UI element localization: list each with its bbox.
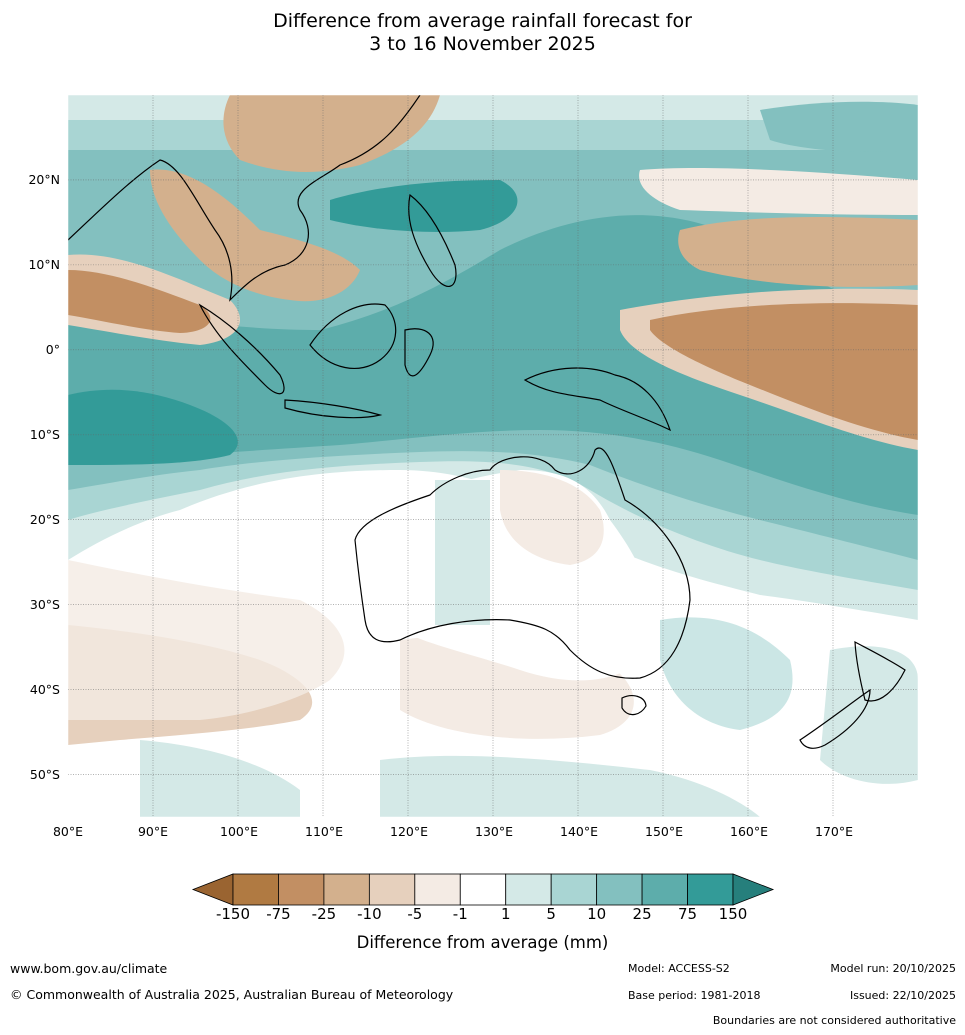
colorbar-tick-label: -25 bbox=[311, 905, 337, 923]
latitude-label: 0° bbox=[45, 341, 60, 357]
map-frame bbox=[67, 94, 919, 818]
pacific-dry-mid bbox=[650, 303, 918, 440]
tropical-teal-dark-1 bbox=[68, 389, 238, 465]
coastlines bbox=[68, 95, 906, 749]
longitude-label: 110°E bbox=[305, 824, 344, 839]
latitude-label: 20°N bbox=[28, 171, 60, 187]
colorbar-segment bbox=[687, 873, 734, 906]
latitude-label: 20°S bbox=[29, 511, 60, 527]
australia-coastline bbox=[354, 447, 691, 679]
sulawesi-coastline bbox=[404, 328, 434, 377]
australia-tan-east bbox=[500, 470, 604, 565]
colorbar-tick-label: 25 bbox=[632, 905, 652, 923]
se-asia-dry-mid bbox=[68, 270, 211, 333]
title-line-1: Difference from average rainfall forecas… bbox=[273, 10, 692, 32]
colorbar-tick-label: 5 bbox=[546, 905, 556, 923]
colorbar-label: Difference from average (mm) bbox=[356, 933, 609, 952]
colorbar-segment bbox=[596, 873, 643, 906]
philippines-coastline bbox=[408, 193, 457, 288]
colorbar-tick-label: -1 bbox=[452, 905, 468, 923]
website-link[interactable]: www.bom.gov.au/climate bbox=[10, 961, 168, 976]
model-run: Model run: 20/10/2025 bbox=[830, 962, 956, 975]
tropical-teal-dark-2 bbox=[330, 180, 518, 232]
china-dry bbox=[223, 95, 440, 172]
latitude-label: 10°N bbox=[28, 256, 60, 272]
colorbar-tick-label: -75 bbox=[266, 905, 291, 923]
colorbar-segment bbox=[414, 873, 461, 906]
colorbar-segment bbox=[278, 873, 325, 906]
base-period: Base period: 1981-2018 bbox=[628, 989, 761, 1002]
colorbar-tick-label: -150 bbox=[215, 905, 251, 923]
colorbar-tick-label: -5 bbox=[407, 905, 423, 923]
longitude-label: 130°E bbox=[475, 824, 514, 839]
sumatra-coastline bbox=[198, 303, 285, 395]
latitude-label: 10°S bbox=[29, 426, 60, 442]
australia-teal-strip bbox=[435, 480, 490, 625]
colorbar-segment bbox=[505, 873, 552, 906]
new-guinea-coastline bbox=[523, 367, 672, 432]
longitude-label: 170°E bbox=[815, 824, 854, 839]
colorbar-tick-label: 1 bbox=[500, 905, 511, 923]
latitude-label: 40°S bbox=[29, 681, 60, 697]
longitude-label: 90°E bbox=[137, 824, 169, 839]
south-teal-patch-1 bbox=[140, 740, 300, 817]
rainfall-map bbox=[67, 94, 919, 818]
colorbar-segment bbox=[550, 873, 598, 906]
colorbar-segment bbox=[368, 873, 416, 906]
colorbar-segment bbox=[323, 873, 370, 906]
longitude-label: 80°E bbox=[52, 824, 84, 839]
longitude-label: 150°E bbox=[645, 824, 684, 839]
boundaries-disclaimer: Boundaries are not considered authoritat… bbox=[712, 1014, 956, 1027]
pacific-north-dry bbox=[678, 217, 918, 287]
longitude-label: 160°E bbox=[730, 824, 769, 839]
map-title: Difference from average rainfall forecas… bbox=[0, 10, 965, 56]
colorbar-segment bbox=[232, 873, 279, 906]
title-line-2: 3 to 16 November 2025 bbox=[369, 33, 596, 55]
south-light-tan bbox=[68, 560, 345, 720]
colorbar-tick-label: 10 bbox=[587, 905, 607, 923]
longitude-label: 100°E bbox=[220, 824, 259, 839]
nz-teal-patch bbox=[820, 646, 918, 784]
model-name: Model: ACCESS-S2 bbox=[628, 962, 730, 975]
nz-south-coastline bbox=[799, 688, 871, 749]
colorbar-extend-low bbox=[191, 873, 234, 906]
borneo-coastline bbox=[309, 303, 397, 369]
issued-date: Issued: 22/10/2025 bbox=[849, 989, 956, 1002]
east-teal-patch bbox=[660, 617, 793, 730]
pacific-northeast-teal bbox=[760, 101, 918, 152]
colorbar-segment bbox=[641, 873, 688, 906]
nz-north-coastline bbox=[854, 640, 906, 702]
latitude-label: 30°S bbox=[29, 596, 60, 612]
longitude-label: 120°E bbox=[390, 824, 429, 839]
latitude-label: 50°S bbox=[29, 766, 60, 782]
south-teal-patch-2 bbox=[380, 755, 760, 817]
colorbar-tick-label: 75 bbox=[677, 905, 698, 923]
gridlines bbox=[68, 95, 918, 817]
indochina-dry bbox=[150, 169, 360, 302]
tasmania-coastline bbox=[621, 695, 647, 716]
colorbar-segment bbox=[459, 873, 507, 906]
copyright-text: © Commonwealth of Australia 2025, Austra… bbox=[10, 987, 454, 1002]
colorbar-tick-label: -10 bbox=[357, 905, 382, 923]
colorbar-extend-high bbox=[732, 873, 775, 906]
longitude-label: 140°E bbox=[560, 824, 599, 839]
java-coastline bbox=[284, 399, 383, 419]
asia-mainland-coastline bbox=[68, 95, 421, 302]
colorbar-tick-label: 150 bbox=[718, 905, 748, 923]
